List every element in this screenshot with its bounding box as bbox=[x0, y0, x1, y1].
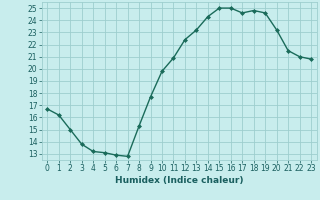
X-axis label: Humidex (Indice chaleur): Humidex (Indice chaleur) bbox=[115, 176, 244, 185]
